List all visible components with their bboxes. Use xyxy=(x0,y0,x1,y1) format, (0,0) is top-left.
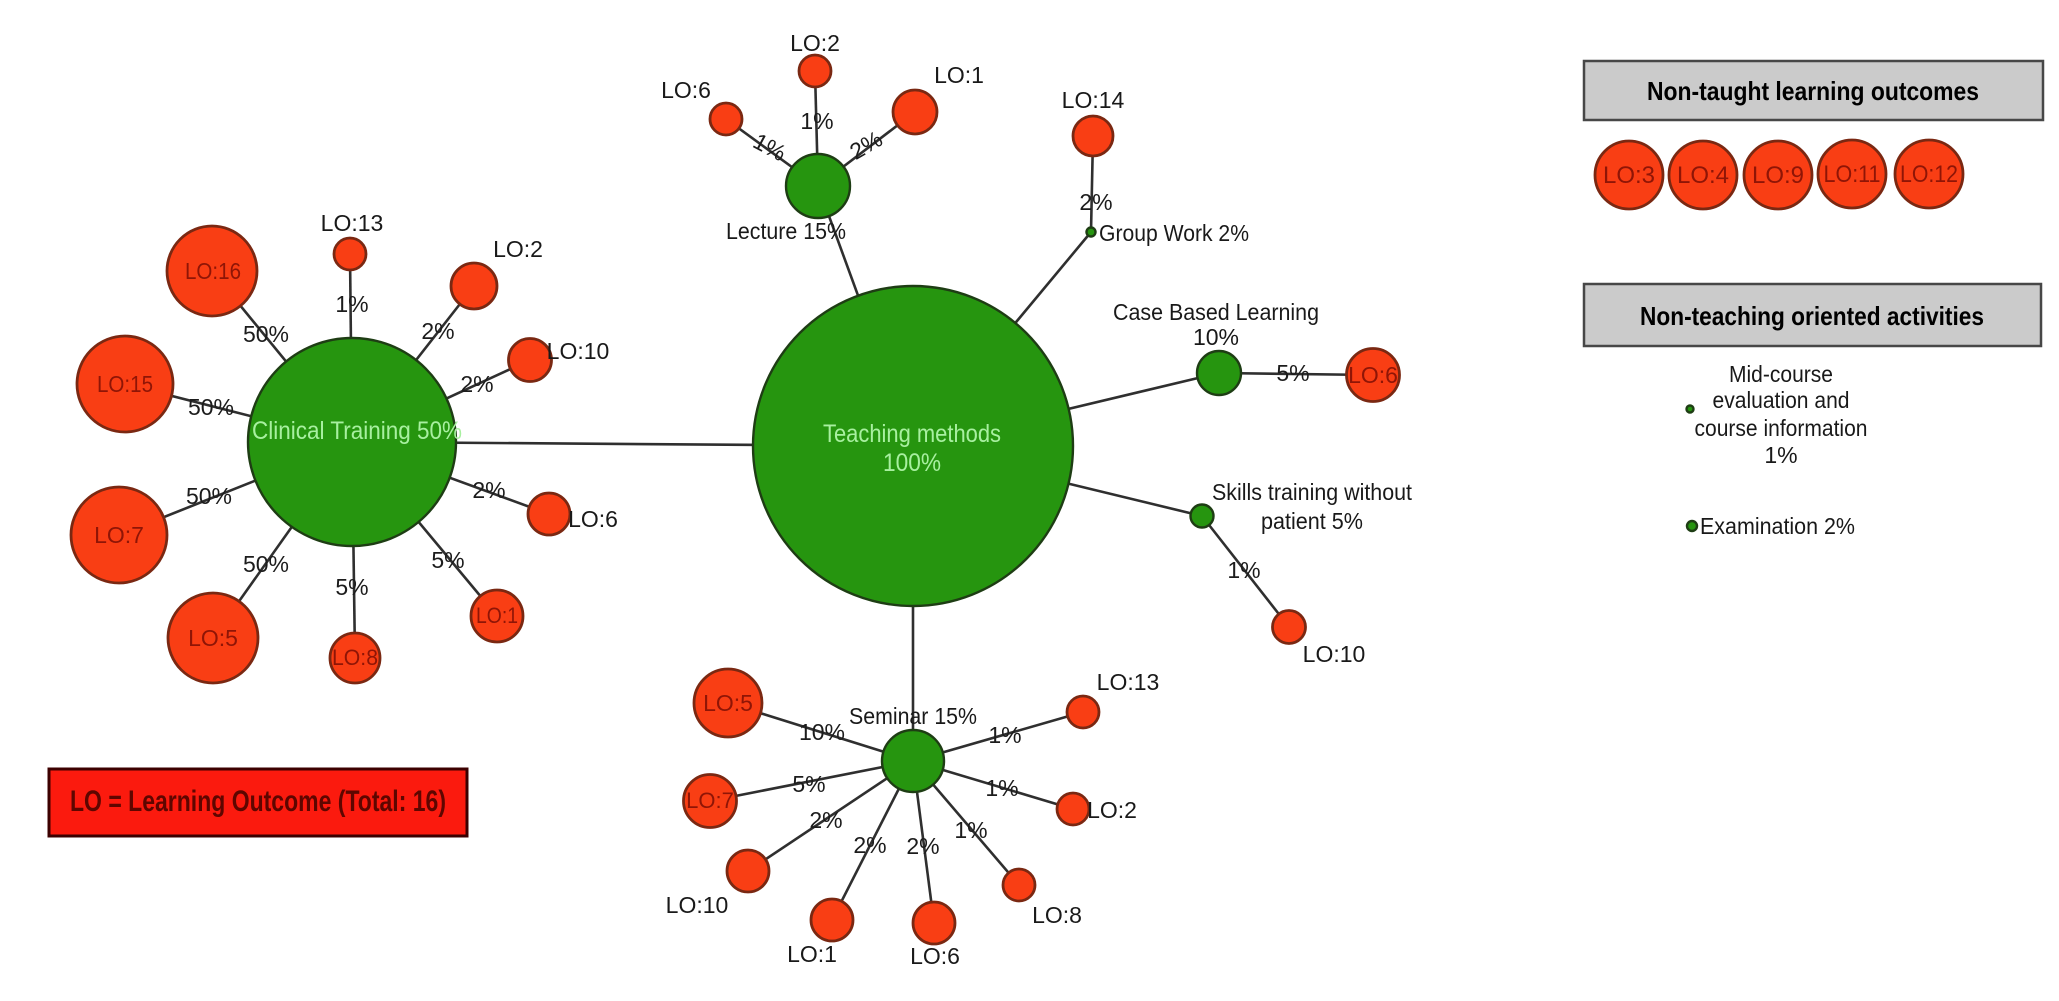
svg-text:2%: 2% xyxy=(460,371,493,397)
svg-text:LO:1: LO:1 xyxy=(476,603,518,628)
svg-text:1%: 1% xyxy=(988,722,1021,748)
svg-text:Teaching methods: Teaching methods xyxy=(823,420,1001,448)
svg-text:LO:4: LO:4 xyxy=(1677,162,1729,189)
svg-text:LO:5: LO:5 xyxy=(188,625,238,651)
svg-text:Case Based Learning: Case Based Learning xyxy=(1113,299,1319,325)
svg-text:LO:8: LO:8 xyxy=(332,645,378,670)
svg-text:5%: 5% xyxy=(792,771,825,797)
svg-text:100%: 100% xyxy=(883,449,941,477)
svg-text:LO:11: LO:11 xyxy=(1824,161,1881,188)
svg-text:Group Work 2%: Group Work 2% xyxy=(1099,220,1249,246)
svg-text:LO:5: LO:5 xyxy=(703,690,753,716)
svg-text:2%: 2% xyxy=(472,477,505,503)
svg-text:LO:6: LO:6 xyxy=(1348,362,1398,388)
svg-text:LO:8: LO:8 xyxy=(1032,902,1082,928)
svg-text:5%: 5% xyxy=(1276,360,1309,386)
svg-text:2%: 2% xyxy=(906,833,939,859)
svg-text:LO:1: LO:1 xyxy=(934,62,984,88)
svg-text:10%: 10% xyxy=(799,719,845,745)
svg-text:50%: 50% xyxy=(186,483,232,509)
svg-text:LO:10: LO:10 xyxy=(1303,641,1366,667)
svg-text:1%: 1% xyxy=(1764,442,1797,468)
svg-text:LO:6: LO:6 xyxy=(568,506,618,532)
svg-text:patient 5%: patient 5% xyxy=(1261,508,1363,534)
svg-text:LO:12: LO:12 xyxy=(1900,161,1958,188)
svg-text:Lecture 15%: Lecture 15% xyxy=(726,218,846,244)
svg-text:Clinical Training 50%: Clinical Training 50% xyxy=(252,417,462,445)
svg-text:50%: 50% xyxy=(243,321,289,347)
svg-text:1%: 1% xyxy=(954,817,987,843)
svg-text:LO:2: LO:2 xyxy=(493,236,543,262)
svg-text:LO:2: LO:2 xyxy=(1087,797,1137,823)
svg-text:LO:9: LO:9 xyxy=(1752,162,1804,189)
svg-text:LO:2: LO:2 xyxy=(790,30,840,56)
svg-text:1%: 1% xyxy=(335,291,368,317)
svg-text:5%: 5% xyxy=(335,574,368,600)
svg-text:LO:6: LO:6 xyxy=(661,77,711,103)
svg-text:2%: 2% xyxy=(845,126,887,165)
svg-text:LO:10: LO:10 xyxy=(666,892,729,918)
svg-text:Skills training without: Skills training without xyxy=(1212,479,1413,505)
svg-text:LO:3: LO:3 xyxy=(1603,162,1655,189)
svg-text:LO:10: LO:10 xyxy=(547,338,610,364)
svg-text:LO:1: LO:1 xyxy=(787,941,837,967)
svg-text:LO:15: LO:15 xyxy=(97,371,153,397)
svg-text:50%: 50% xyxy=(188,394,234,420)
svg-text:50%: 50% xyxy=(243,551,289,577)
svg-text:2%: 2% xyxy=(853,832,886,858)
svg-text:2%: 2% xyxy=(809,807,842,833)
svg-text:5%: 5% xyxy=(431,547,464,573)
svg-text:Seminar 15%: Seminar 15% xyxy=(849,703,977,729)
svg-text:1%: 1% xyxy=(1227,557,1260,583)
svg-text:2%: 2% xyxy=(1079,189,1112,215)
svg-text:LO:14: LO:14 xyxy=(1062,87,1125,113)
svg-text:Mid-course: Mid-course xyxy=(1729,361,1833,387)
svg-text:LO:16: LO:16 xyxy=(185,258,241,284)
svg-text:Examination 2%: Examination 2% xyxy=(1700,513,1855,539)
svg-text:1%: 1% xyxy=(800,108,833,134)
svg-text:LO:13: LO:13 xyxy=(1097,669,1160,695)
svg-text:evaluation and: evaluation and xyxy=(1713,387,1850,413)
svg-text:1%: 1% xyxy=(985,775,1018,801)
svg-text:LO:7: LO:7 xyxy=(94,522,144,548)
svg-text:10%: 10% xyxy=(1193,324,1239,350)
svg-text:LO:7: LO:7 xyxy=(686,788,734,813)
svg-text:Non-taught learning outcomes: Non-taught learning outcomes xyxy=(1647,76,1979,106)
svg-text:2%: 2% xyxy=(421,318,454,344)
svg-text:Non-teaching oriented activiti: Non-teaching oriented activities xyxy=(1640,301,1984,331)
svg-text:course information: course information xyxy=(1695,415,1868,441)
svg-text:LO:13: LO:13 xyxy=(321,210,384,236)
svg-text:LO = Learning Outcome (Total:: LO = Learning Outcome (Total: 16) xyxy=(70,785,446,818)
svg-text:LO:6: LO:6 xyxy=(910,943,960,969)
